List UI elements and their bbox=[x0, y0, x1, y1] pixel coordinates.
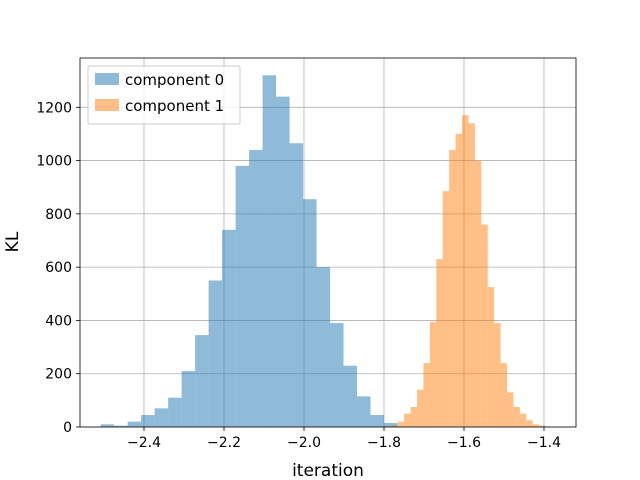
series-component-0 bbox=[100, 75, 398, 427]
x-tick-label: −1.6 bbox=[447, 435, 481, 451]
histogram-bar bbox=[481, 224, 488, 427]
histogram-bar bbox=[436, 259, 443, 427]
histogram-bar bbox=[262, 75, 277, 427]
histogram-bar bbox=[127, 421, 142, 427]
histogram-bar bbox=[539, 425, 546, 427]
histogram-bar bbox=[494, 323, 501, 427]
histogram-bar bbox=[276, 96, 290, 427]
histogram-bar bbox=[168, 397, 182, 427]
histogram-bar bbox=[404, 413, 411, 427]
histogram-bar bbox=[532, 424, 540, 427]
plot-frame bbox=[79, 57, 577, 428]
histogram-bar bbox=[141, 415, 155, 427]
histogram-bar bbox=[303, 199, 317, 427]
histogram-bar bbox=[410, 407, 418, 427]
histogram-bar bbox=[417, 389, 424, 427]
histogram-bar bbox=[397, 421, 405, 427]
histogram-bar bbox=[330, 323, 344, 427]
x-axis: −2.4 −2.2 −2.0 −1.8 −1.6 −1.4 bbox=[127, 427, 561, 451]
histogram-bar bbox=[455, 133, 463, 428]
y-tick-label: 200 bbox=[45, 367, 72, 383]
y-tick-label: 0 bbox=[63, 420, 72, 436]
histogram-bar bbox=[519, 413, 527, 427]
histogram-bar bbox=[195, 335, 209, 427]
histogram-bar bbox=[316, 267, 331, 427]
series-component-1 bbox=[391, 115, 546, 428]
histogram-bar bbox=[249, 149, 263, 427]
x-tick-label: −1.4 bbox=[527, 435, 561, 451]
histogram-bar bbox=[391, 425, 398, 427]
histogram-bar bbox=[468, 123, 475, 428]
histogram-bar bbox=[500, 363, 508, 427]
x-tick-label: −2.4 bbox=[127, 435, 161, 451]
y-axis: 0 200 400 600 800 1000 1200 bbox=[36, 100, 80, 436]
histogram-bar bbox=[343, 365, 358, 427]
histogram-bar bbox=[474, 160, 482, 427]
histogram-bar bbox=[513, 407, 520, 427]
y-axis-label: KL bbox=[3, 231, 23, 252]
histogram-bar bbox=[114, 425, 128, 427]
y-tick-label: 1000 bbox=[36, 154, 72, 170]
legend-swatch-component-0 bbox=[95, 73, 119, 85]
histogram-bar bbox=[357, 396, 371, 427]
histogram-bar bbox=[235, 165, 250, 427]
y-tick-label: 600 bbox=[45, 260, 72, 276]
histogram-bar bbox=[208, 280, 223, 427]
x-axis-label: iteration bbox=[292, 461, 364, 480]
x-tick-label: −2.2 bbox=[207, 435, 241, 451]
legend: component 0 component 1 bbox=[87, 65, 241, 125]
histogram-bar bbox=[462, 115, 469, 427]
histogram-bar bbox=[181, 371, 196, 427]
legend-swatch-component-1 bbox=[95, 99, 119, 111]
y-tick-label: 800 bbox=[45, 207, 72, 223]
histogram-bar bbox=[384, 423, 398, 427]
histogram-bar bbox=[487, 287, 495, 427]
histogram-bar bbox=[526, 420, 533, 427]
histogram-bar bbox=[154, 408, 169, 427]
legend-label-component-0: component 0 bbox=[125, 71, 224, 89]
histogram-bar bbox=[507, 392, 514, 427]
histogram-bar bbox=[100, 424, 115, 427]
histogram-bar bbox=[442, 191, 450, 427]
legend-label-component-1: component 1 bbox=[125, 97, 224, 115]
y-tick-label: 400 bbox=[45, 313, 72, 329]
x-tick-label: −1.8 bbox=[367, 435, 401, 451]
y-tick-label: 1200 bbox=[36, 100, 72, 116]
histogram-bar bbox=[429, 321, 437, 427]
x-tick-label: −2.0 bbox=[287, 435, 321, 451]
histogram-bar bbox=[449, 149, 456, 427]
histogram-bar bbox=[423, 363, 430, 427]
histogram-bar bbox=[222, 229, 236, 427]
histogram-bar bbox=[289, 143, 304, 427]
legend-box bbox=[87, 65, 241, 125]
histogram-bar bbox=[370, 415, 385, 427]
